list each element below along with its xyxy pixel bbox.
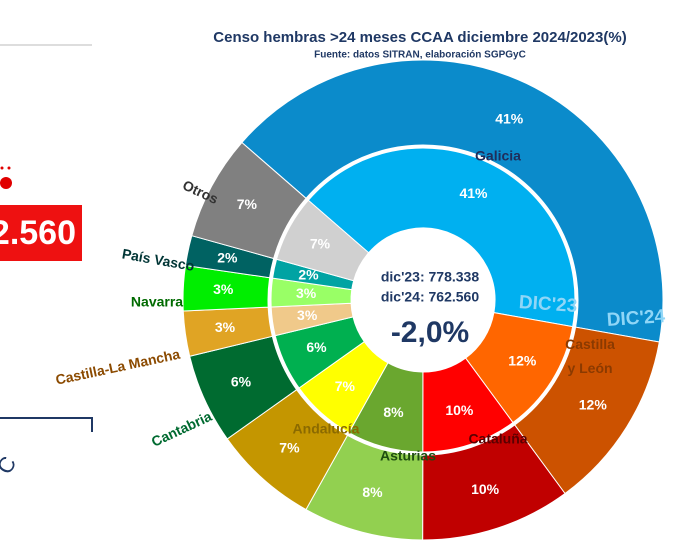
label-line: y León <box>567 360 612 376</box>
dot <box>0 177 12 189</box>
value-label: 8% <box>383 404 404 420</box>
category-label: Castilla-La Mancha <box>54 346 182 388</box>
center-label: dic'24: 762.560 <box>381 289 480 305</box>
category-label: Asturias <box>380 448 436 464</box>
center-hole <box>351 228 495 372</box>
category-label: País Vasco <box>121 245 196 273</box>
donut-slice <box>241 59 664 343</box>
value-label: 3% <box>297 307 318 323</box>
value-label: 3% <box>296 285 317 301</box>
glyph: C <box>0 452 21 478</box>
chart-subtitle: Fuente: datos SITRAN, elaboración SGPGyC <box>314 50 526 61</box>
value-label: 2% <box>298 267 319 283</box>
value-label: 41% <box>495 110 524 126</box>
value-box <box>0 205 82 261</box>
series-label: DIC'23 <box>518 292 578 317</box>
value-label: 6% <box>306 339 327 355</box>
category-label: Galicia <box>475 148 521 164</box>
value-label: 7% <box>335 378 356 394</box>
dot <box>0 166 4 170</box>
value-label: 10% <box>471 481 500 497</box>
value-label: 7% <box>237 196 258 212</box>
value-label: 6% <box>231 373 252 389</box>
chart-title: Censo hembras >24 meses CCAA diciembre 2… <box>213 29 626 46</box>
value-label: 12% <box>508 353 537 369</box>
value-label: 8% <box>362 484 383 500</box>
value-label: 2% <box>217 249 238 265</box>
category-label: Navarra <box>131 294 183 310</box>
donut-slice <box>191 141 307 260</box>
value-label: 3% <box>215 319 236 335</box>
center-change: -2,0% <box>391 316 469 349</box>
value-label: 3% <box>213 281 234 297</box>
value-label: 7% <box>279 440 300 456</box>
value-label: 10% <box>445 402 474 418</box>
value-label: 41% <box>459 185 488 201</box>
category-label: Castilla y León <box>565 336 615 376</box>
category-label: Cantabria <box>149 408 214 450</box>
value-label: 7% <box>310 235 331 251</box>
category-label: Cataluña <box>468 431 527 447</box>
series-label: DIC'24 <box>606 306 666 331</box>
bracket <box>0 417 93 432</box>
value-label: 12% <box>579 396 608 412</box>
category-label: Andalucía <box>293 421 360 437</box>
value-text: 2.560 <box>0 214 76 252</box>
label-line: Castilla <box>565 336 615 352</box>
dot <box>7 166 11 170</box>
center-label: dic'23: 778.338 <box>381 269 480 285</box>
